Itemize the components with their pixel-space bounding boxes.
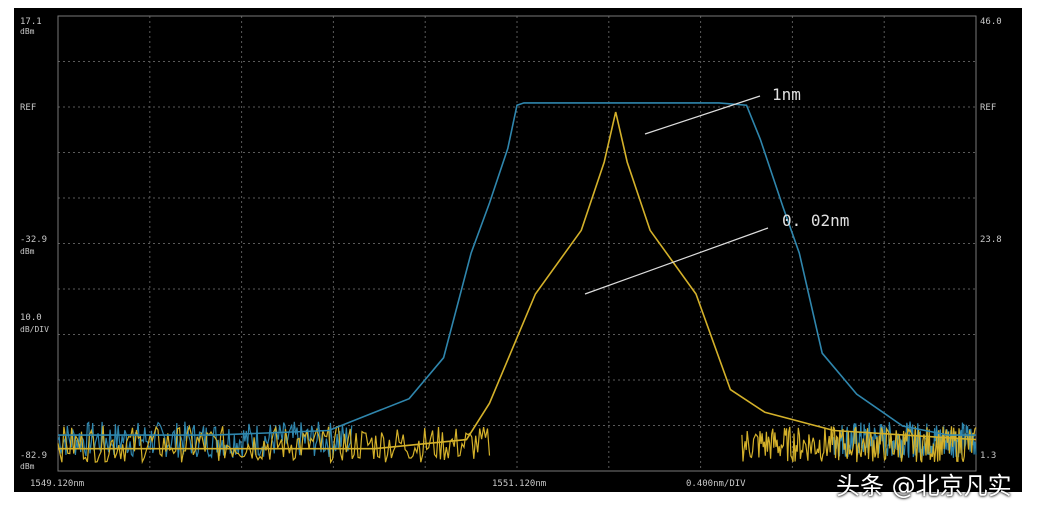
left-scale-value: 10.0 xyxy=(20,313,42,323)
left-scale-unit: dB/DIV xyxy=(20,325,49,334)
left-bottom-unit: dBm xyxy=(20,462,35,471)
left-bottom-value: -82.9 xyxy=(20,451,47,461)
watermark: 头条 @北京凡实 xyxy=(836,472,1012,500)
annotation-pointer-1nm xyxy=(644,95,761,135)
trace-0.02nm xyxy=(58,111,977,450)
left-top-unit: dBm xyxy=(20,27,35,36)
annotation-0.02nm: 0. 02nm xyxy=(782,211,849,230)
right-top-value: 46.0 xyxy=(980,17,1002,27)
left-ref-label: REF xyxy=(20,103,36,113)
noise-trace xyxy=(741,426,977,463)
right-mid-value: 23.8 xyxy=(980,235,1002,245)
annotation-1nm: 1nm xyxy=(772,85,801,104)
screen-background xyxy=(14,8,1022,492)
x-start-label: 1549.120nm xyxy=(30,479,84,489)
left-top-value: 17.1 xyxy=(20,17,42,27)
noise-trace xyxy=(57,424,491,465)
right-bottom-value: 1.3 xyxy=(980,451,996,461)
annotation-pointer-0.02nm xyxy=(584,227,769,295)
left-mid-unit: dBm xyxy=(20,247,35,256)
x-center-label: 1551.120nm xyxy=(492,479,546,489)
x-span-label: 0.400nm/DIV xyxy=(686,479,746,489)
right-ref-label: REF xyxy=(980,103,996,113)
left-mid-value: -32.9 xyxy=(20,235,47,245)
plot-border xyxy=(57,15,977,472)
trace-1nm xyxy=(58,102,976,436)
grid-lines xyxy=(58,16,976,471)
